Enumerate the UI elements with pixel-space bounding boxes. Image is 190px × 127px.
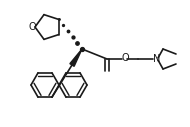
Text: N: N <box>153 54 160 64</box>
Polygon shape <box>70 49 82 66</box>
Text: O: O <box>121 53 129 63</box>
Text: O: O <box>28 22 36 32</box>
